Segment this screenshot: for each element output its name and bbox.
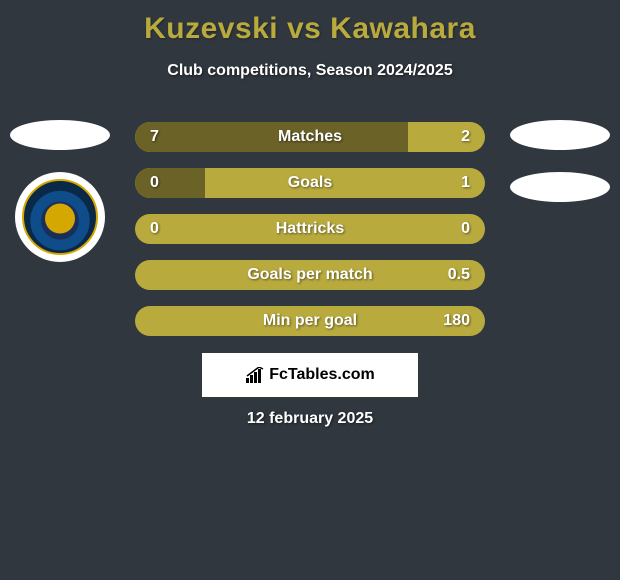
- stat-bar-min-per-goal: Min per goal 180: [135, 306, 485, 336]
- stat-right-value: 0: [461, 220, 470, 238]
- branding-box[interactable]: FcTables.com: [202, 353, 418, 397]
- right-player-logos: [510, 120, 610, 224]
- logo-placeholder-left-1: [10, 120, 110, 150]
- page-title: Kuzevski vs Kawahara: [0, 0, 620, 46]
- stat-label: Goals per match: [135, 266, 485, 284]
- subtitle: Club competitions, Season 2024/2025: [0, 62, 620, 80]
- left-player-logos: [10, 120, 110, 262]
- stat-label: Min per goal: [135, 312, 485, 330]
- stat-right-value: 180: [443, 312, 470, 330]
- stats-container: 7 Matches 2 0 Goals 1 0 Hattricks 0 Goal…: [135, 122, 485, 352]
- mariners-badge-icon: [22, 179, 98, 255]
- stat-label: Goals: [135, 174, 485, 192]
- logo-placeholder-right-1: [510, 120, 610, 150]
- stat-right-value: 0.5: [448, 266, 470, 284]
- stat-label: Matches: [135, 128, 485, 146]
- stat-right-value: 2: [461, 128, 470, 146]
- branding-text: FcTables.com: [269, 366, 375, 384]
- date-text: 12 february 2025: [0, 410, 620, 428]
- stat-bar-goals: 0 Goals 1: [135, 168, 485, 198]
- stat-bar-goals-per-match: Goals per match 0.5: [135, 260, 485, 290]
- team-logo-mariners: [15, 172, 105, 262]
- logo-placeholder-right-2: [510, 172, 610, 202]
- stat-bar-hattricks: 0 Hattricks 0: [135, 214, 485, 244]
- stat-label: Hattricks: [135, 220, 485, 238]
- stat-right-value: 1: [461, 174, 470, 192]
- stat-bar-matches: 7 Matches 2: [135, 122, 485, 152]
- chart-icon: [245, 367, 265, 383]
